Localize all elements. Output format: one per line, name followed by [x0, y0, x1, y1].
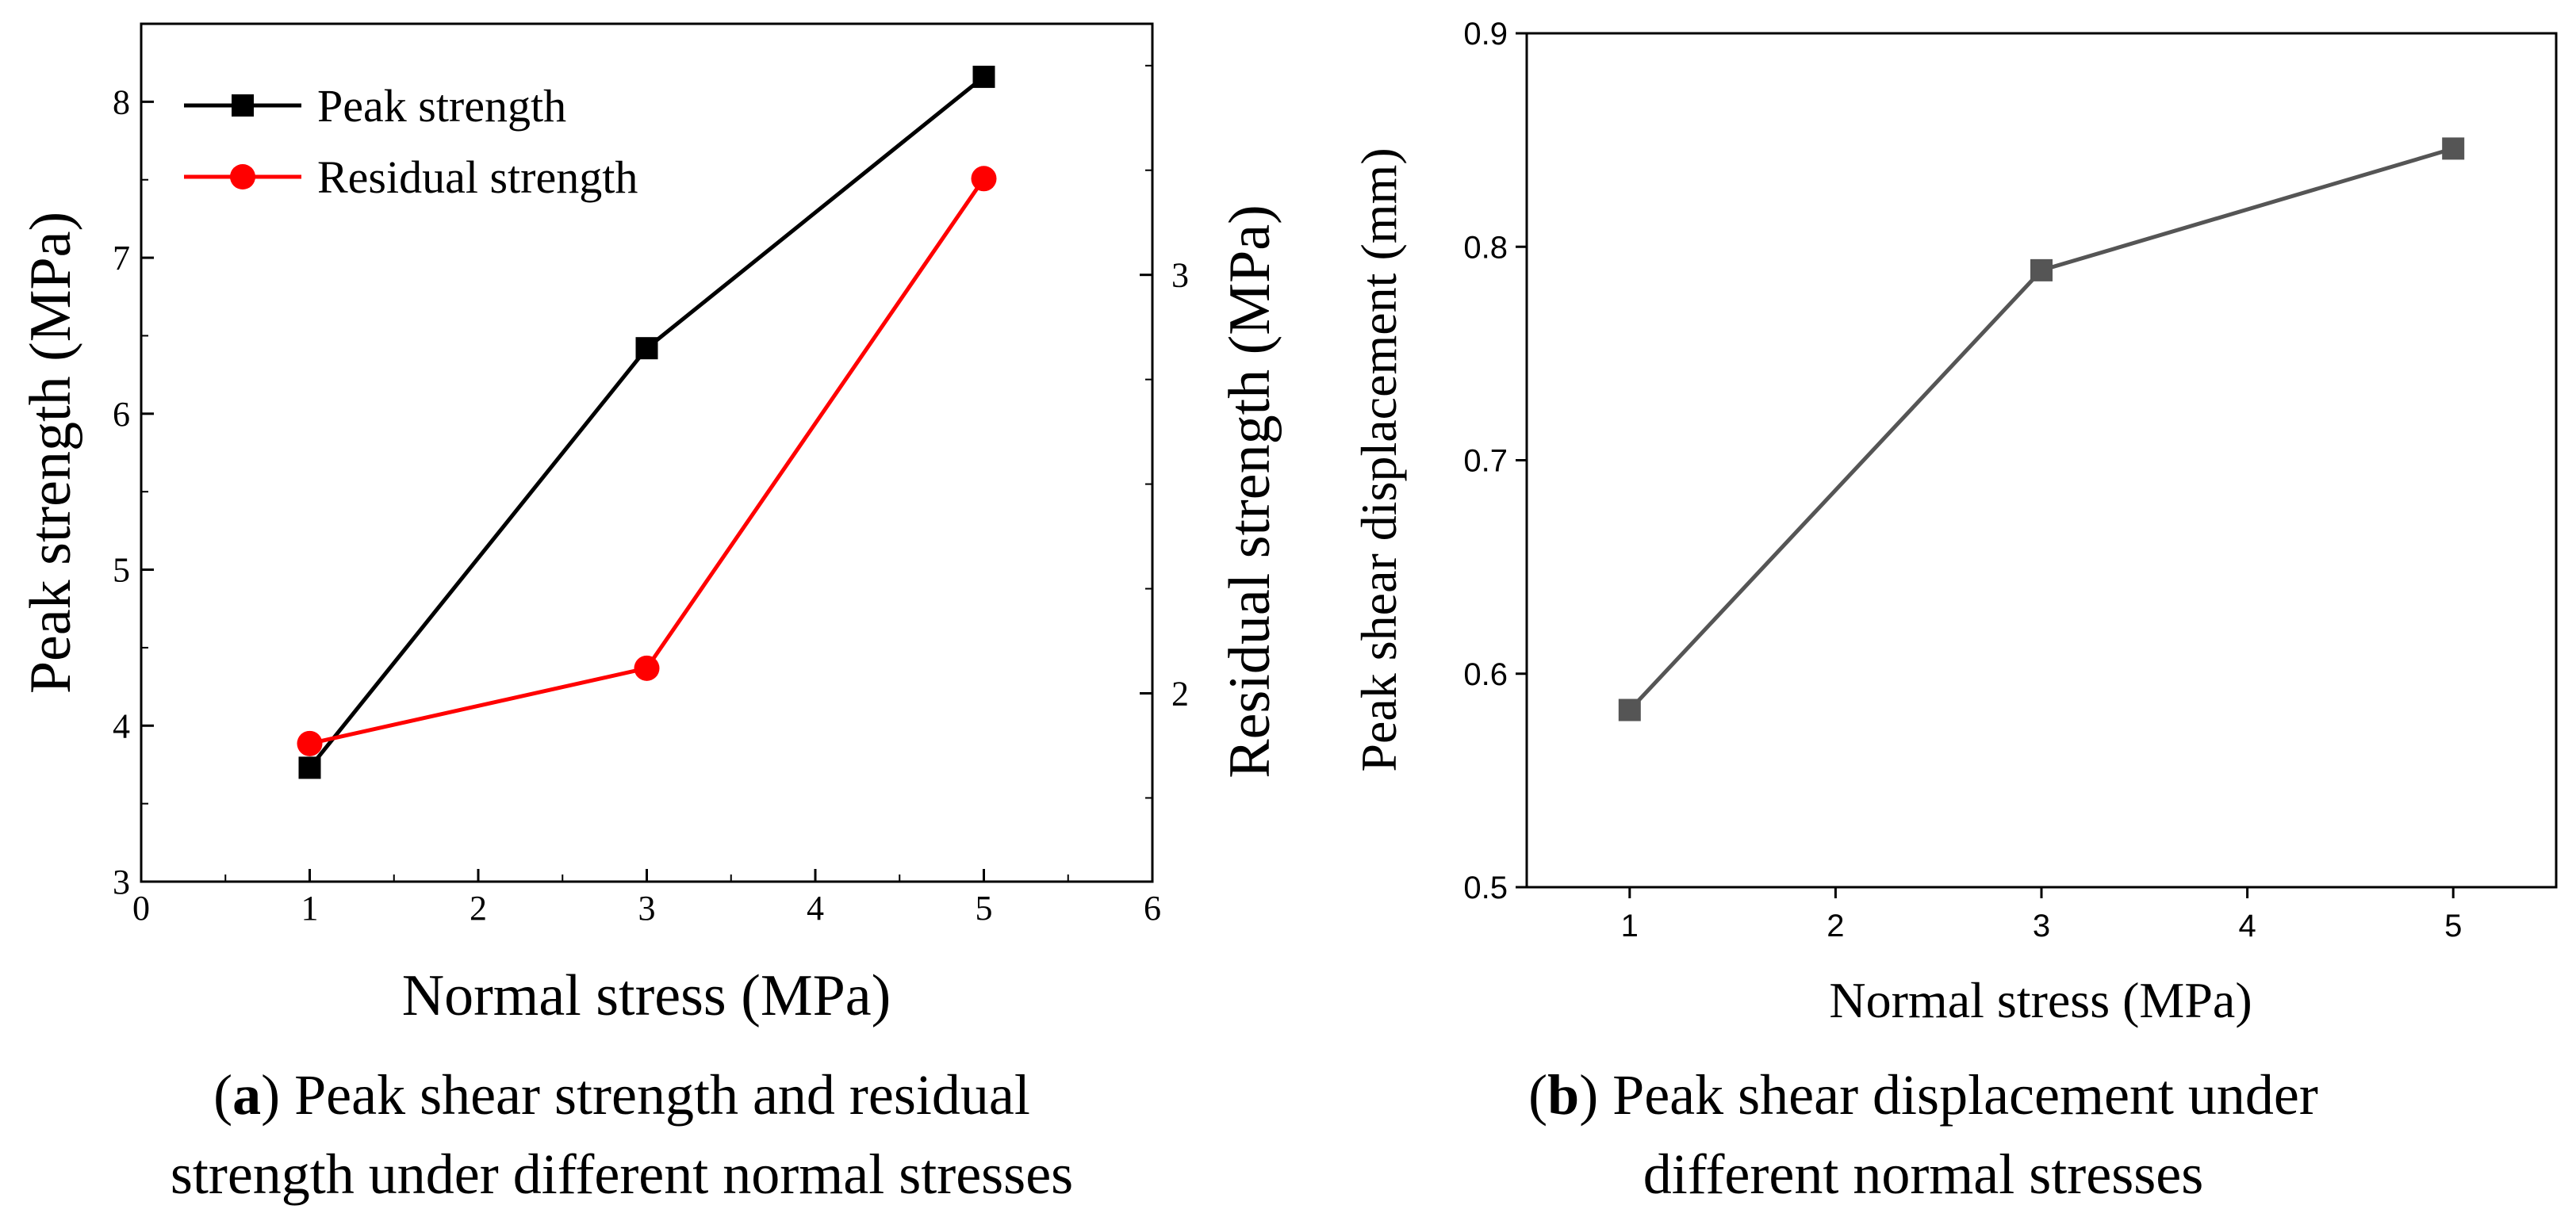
panel-b-caption-tag: b [1547, 1063, 1579, 1127]
panel-a-legend-label-2: Residual strength [317, 151, 638, 203]
panel-a-residual-marker-2 [634, 655, 660, 681]
panel-a-y-tick-label: 8 [113, 82, 130, 121]
panel-b-x-tick-label: 4 [2238, 909, 2256, 943]
panel-b-chart: 1 2 3 4 5 0.5 0.6 0.7 0.8 0.9 Normal stress (MPa… [1351, 17, 2558, 1206]
panel-b-caption-line-1: (b) Peak shear displacement under [1528, 1063, 2318, 1127]
panel-b-y-tick-label: 0.5 [1463, 871, 1508, 905]
panel-a-legend-label-1: Peak strength [317, 80, 566, 132]
panel-a-y2-tick-label: 3 [1171, 256, 1189, 295]
panel-a-x-tick-label: 3 [638, 889, 656, 928]
panel-a-caption-line-2: strength under different normal stresses [171, 1142, 1073, 1206]
panel-a-x-ticks: 0 1 2 3 4 5 6 [132, 869, 1161, 928]
panel-b-marker-2 [2030, 258, 2053, 281]
panel-a-peak-marker-1 [298, 756, 321, 779]
panel-a-series [297, 65, 997, 779]
panel-b-caption-line-2: different normal stresses [1643, 1142, 2203, 1206]
panel-b-marker-3 [2442, 137, 2465, 160]
panel-a-x-tick-label: 1 [301, 889, 319, 928]
panel-b-plot-frame [1525, 32, 2558, 889]
panel-b-y-tick-label: 0.8 [1463, 230, 1508, 265]
panel-b-x-ticks: 1 2 3 4 5 [1621, 887, 2462, 943]
panel-a-caption-text-1: Peak shear strength and residual [294, 1063, 1030, 1127]
panel-b-x-tick-label: 3 [2033, 909, 2050, 943]
panel-a-legend-circle-icon [230, 164, 255, 189]
panel-a-plot-frame [140, 22, 1154, 883]
panel-b-series [1618, 137, 2465, 721]
panel-b-y-axis-title: Peak shear displacement (mm) [1351, 147, 1407, 771]
panel-b-marker-1 [1618, 698, 1641, 721]
panel-a-x-tick-label: 2 [470, 889, 487, 928]
panel-a-y2-axis-title: Residual strength (MPa) [1217, 205, 1282, 778]
panel-a-y-tick-label: 5 [113, 551, 130, 590]
panel-b-x-tick-label: 5 [2444, 909, 2462, 943]
panel-a-y-tick-label: 3 [113, 863, 130, 901]
panel-a-legend-square-icon [232, 94, 254, 117]
panel-b-x-axis-title: Normal stress (MPa) [1829, 972, 2252, 1028]
panel-a-caption-line-1: (a) Peak shear strength and residual [213, 1063, 1030, 1127]
panel-a-caption-tag: a [232, 1063, 261, 1127]
panel-b-series-line [1627, 146, 2454, 712]
panel-b-y-ticks: 0.5 0.6 0.7 0.8 0.9 [1463, 17, 1527, 905]
panel-a-y-tick-label: 6 [113, 395, 130, 434]
panel-a-x-tick-label: 5 [976, 889, 993, 928]
panel-a-y-tick-label: 4 [113, 706, 130, 745]
panel-a-x-tick-label: 0 [132, 889, 150, 928]
panel-a-y-axis-title: Peak strength (MPa) [18, 212, 83, 694]
panel-a-y2-ticks: 23 [1140, 64, 1189, 799]
panel-a-peak-marker-2 [635, 337, 658, 360]
panel-a-x-tick-label: 6 [1144, 889, 1161, 928]
panel-b-x-tick-label: 1 [1621, 909, 1639, 943]
panel-a-peak-marker-3 [972, 65, 995, 88]
panel-a-y2-tick-label: 2 [1171, 674, 1189, 713]
panel-a-residual-marker-1 [297, 730, 323, 756]
panel-a-y-tick-label: 7 [113, 239, 130, 277]
panel-b-y-tick-label: 0.9 [1463, 17, 1508, 52]
panel-b-caption-text-1: Peak shear displacement under [1612, 1063, 2318, 1127]
panel-a-x-axis-title: Normal stress (MPa) [402, 963, 891, 1028]
panel-a-residual-marker-3 [971, 166, 997, 192]
panel-a-legend: Peak strength Residual strength [184, 80, 638, 203]
panel-b-y-tick-label: 0.6 [1463, 657, 1508, 692]
panel-a-y-ticks: 3 4 5 6 7 8 [113, 23, 154, 901]
panel-b-y-tick-label: 0.7 [1463, 444, 1508, 479]
panel-a-x-tick-label: 4 [807, 889, 824, 928]
panel-b-x-tick-label: 2 [1827, 909, 1844, 943]
